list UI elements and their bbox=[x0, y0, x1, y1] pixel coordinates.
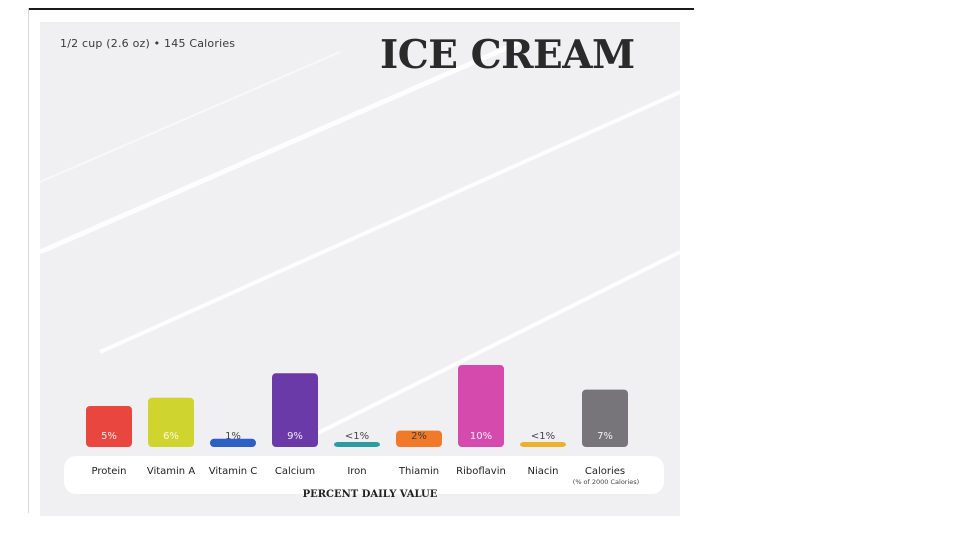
chart-svg: 5% 6% 1% 9% <1% 2% 10% <1% 7% Protein Vitamin A Vi… bbox=[40, 39, 680, 500]
bar-protein bbox=[86, 406, 132, 447]
value-label-calcium: 9% bbox=[287, 431, 303, 442]
category-labels-group: Protein Vitamin A Vitamin C Calcium Iron Thia… bbox=[91, 466, 625, 477]
bars-group bbox=[86, 365, 628, 447]
value-label-calories: 7% bbox=[597, 431, 613, 442]
category-label-vitamin-c: Vitamin C bbox=[209, 466, 257, 477]
category-label-calories: Calories bbox=[585, 466, 625, 477]
category-label-protein: Protein bbox=[91, 466, 126, 477]
background-streaks bbox=[40, 39, 680, 444]
category-label-niacin: Niacin bbox=[527, 466, 558, 477]
bar-thiamin bbox=[396, 430, 442, 447]
category-label-vitamin-a: Vitamin A bbox=[147, 466, 195, 477]
bar-riboflavin bbox=[458, 365, 504, 447]
x-axis-label: PERCENT DAILY VALUE bbox=[303, 489, 438, 500]
category-label-thiamin: Thiamin bbox=[398, 466, 439, 477]
top-rule bbox=[28, 8, 694, 10]
value-label-protein: 5% bbox=[101, 431, 117, 442]
value-label-vitamin-a: 6% bbox=[163, 431, 179, 442]
bar-vitamin-a bbox=[148, 397, 194, 447]
serving-info: 1/2 cup (2.6 oz) • 145 Calories bbox=[60, 37, 236, 50]
value-label-iron: <1% bbox=[345, 431, 369, 442]
calories-note: (% of 2000 Calories) bbox=[573, 478, 639, 486]
value-labels-group: 5% 6% 1% 9% <1% 2% 10% <1% 7% bbox=[101, 431, 613, 442]
left-rule bbox=[28, 8, 29, 513]
bar-calories bbox=[582, 389, 628, 447]
value-label-niacin: <1% bbox=[531, 431, 555, 442]
value-label-vitamin-c: 1% bbox=[225, 431, 241, 442]
bar-vitamin-c bbox=[210, 438, 256, 447]
bar-iron bbox=[334, 442, 380, 447]
chart-title: ICE CREAM bbox=[380, 32, 635, 78]
category-label-iron: Iron bbox=[347, 466, 366, 477]
category-label-calcium: Calcium bbox=[275, 466, 315, 477]
axis-band bbox=[64, 456, 664, 494]
value-label-riboflavin: 10% bbox=[470, 431, 492, 442]
bar-calcium bbox=[272, 373, 318, 447]
bar-niacin bbox=[520, 442, 566, 447]
category-label-riboflavin: Riboflavin bbox=[456, 466, 506, 477]
nutrition-card: 5% 6% 1% 9% <1% 2% 10% <1% 7% Protein Vitamin A Vi… bbox=[40, 22, 680, 516]
value-label-thiamin: 2% bbox=[411, 431, 427, 442]
